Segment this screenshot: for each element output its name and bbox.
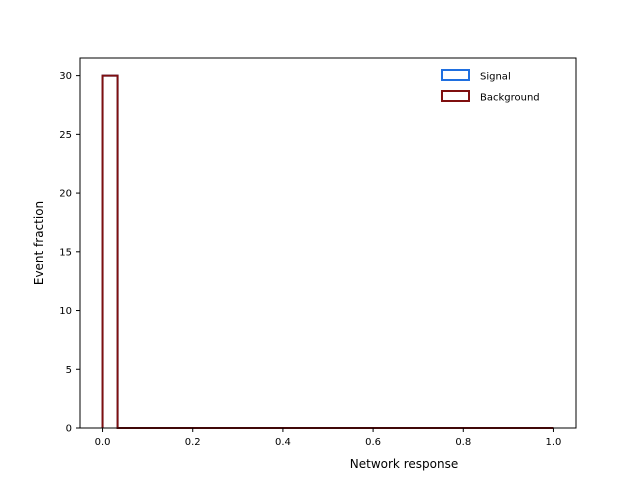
x-axis-ticks: 0.0 0.2 0.4 0.6 0.8 1.0 xyxy=(95,428,562,448)
x-tick-label: 1.0 xyxy=(546,437,562,448)
legend-swatch-background xyxy=(441,90,470,102)
x-tick-label: 0.0 xyxy=(95,437,111,448)
y-tick-label: 25 xyxy=(59,130,72,141)
legend: Signal Background xyxy=(441,69,540,104)
x-tick-label: 0.4 xyxy=(275,437,291,448)
x-tick-label: 0.6 xyxy=(365,437,381,448)
axes-frame xyxy=(79,57,577,429)
y-tick-label: 20 xyxy=(59,189,72,200)
y-tick-label: 15 xyxy=(59,247,72,258)
y-tick-label: 10 xyxy=(59,306,72,317)
y-axis-ticks: 0 5 10 15 20 25 30 xyxy=(59,71,80,435)
y-axis-label: Event fraction xyxy=(32,201,46,285)
x-axis-label: Network response xyxy=(350,457,458,471)
legend-swatch-signal xyxy=(441,69,470,81)
y-tick-label: 30 xyxy=(59,71,72,82)
legend-label-signal: Signal xyxy=(480,72,511,83)
legend-label-background: Background xyxy=(480,93,540,104)
x-tick-label: 0.2 xyxy=(185,437,201,448)
x-tick-label: 0.8 xyxy=(455,437,471,448)
y-tick-label: 0 xyxy=(66,424,72,435)
y-tick-label: 5 xyxy=(66,365,72,376)
